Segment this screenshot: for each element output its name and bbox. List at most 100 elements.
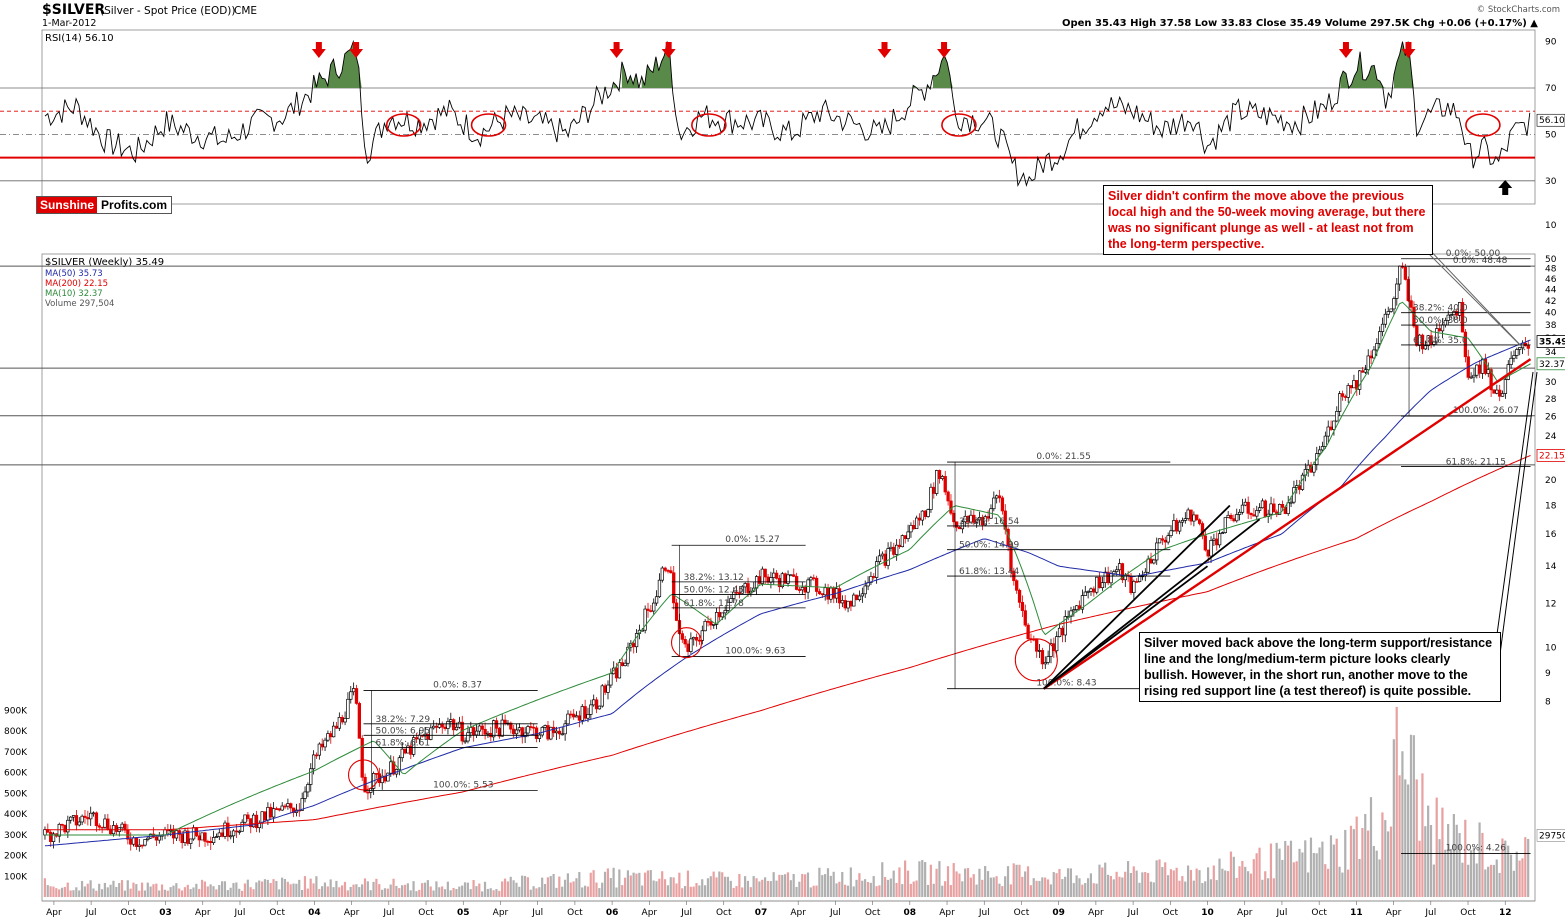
price-tick-label: 46 [1545, 275, 1557, 285]
volume-bar [1312, 852, 1315, 897]
price-candle [263, 811, 267, 821]
price-candle [154, 836, 159, 841]
volume-bar [149, 886, 152, 897]
volume-bar [1395, 706, 1398, 897]
price-candle [1495, 389, 1499, 394]
volume-bar [652, 880, 655, 897]
volume-bar [918, 861, 921, 897]
volume-bar [403, 884, 407, 897]
price-candle [1146, 558, 1150, 573]
volume-bar [1061, 879, 1064, 897]
price-candle [1240, 504, 1245, 513]
brand-part-2: Profits.com [97, 197, 172, 213]
volume-bar [592, 870, 595, 897]
fib-label-level: 61.8%: 35.0 [1413, 336, 1468, 346]
price-candle [895, 544, 899, 555]
price-candle [1346, 385, 1350, 398]
price-candle [714, 612, 719, 625]
price-candle [1017, 589, 1022, 603]
volume-bar [89, 880, 92, 897]
price-candle [574, 715, 579, 718]
price-candle [1409, 300, 1413, 308]
volume-bar [1009, 884, 1012, 897]
volume-bar [1472, 847, 1475, 897]
price-current-box [1536, 335, 1565, 348]
price-candle [549, 726, 553, 740]
price-candle [457, 721, 462, 728]
rsi-red-arrow-icon [349, 42, 364, 58]
volume-bar [878, 885, 881, 897]
price-candle [234, 830, 239, 833]
fib-label-bottom: 100.0%: 4.26 [1446, 844, 1507, 854]
volume-bar [1204, 881, 1207, 897]
price-tick-label: 20 [1545, 476, 1557, 486]
price-candle [1212, 538, 1216, 541]
fib-label-level: 50.0%: 6.95 [376, 726, 431, 736]
price-candle [243, 814, 247, 823]
volume-bar [206, 886, 209, 897]
volume-bar [1012, 863, 1015, 897]
price-candle [74, 815, 79, 826]
price-candle [1057, 627, 1062, 637]
volume-bar [1478, 822, 1481, 897]
price-candle [403, 748, 407, 754]
x-tick-label: 09 [1052, 908, 1065, 918]
volume-bar [806, 872, 810, 897]
price-candle [1280, 504, 1285, 508]
price-candle [494, 720, 499, 729]
fib-label-level: 50.0%: 14.99 [959, 541, 1020, 551]
volume-bar [478, 883, 481, 897]
price-tick-label: 48 [1545, 265, 1557, 275]
volume-bar [335, 880, 338, 897]
price-candle [317, 743, 321, 756]
price-candle [1329, 426, 1333, 430]
volume-bar [663, 879, 667, 897]
price-candle [915, 517, 919, 530]
volume-bar [629, 875, 632, 897]
price-candle [829, 587, 833, 600]
price-candle [94, 812, 99, 827]
price-candle [266, 806, 270, 821]
price-candle [434, 725, 439, 728]
price-tick-label: 40 [1545, 309, 1557, 319]
price-candle [1246, 501, 1250, 514]
volume-bar [952, 863, 955, 897]
volume-bar [906, 870, 910, 897]
price-candle [1209, 540, 1213, 557]
volume-bar [821, 875, 824, 897]
price-candle [314, 754, 319, 757]
volume-bar [1141, 872, 1144, 897]
x-tick-label: 10 [1201, 908, 1214, 918]
price-candle [663, 567, 667, 571]
price-candle [1175, 520, 1179, 532]
price-tick-label: 50 [1545, 255, 1557, 265]
price-candle [1480, 358, 1485, 374]
price-candle [1526, 345, 1530, 349]
price-candle [912, 524, 916, 530]
x-tick-label: 04 [308, 908, 321, 918]
price-candle [1040, 650, 1045, 665]
price-candle [609, 673, 613, 686]
price-candle [303, 791, 307, 799]
volume-bar [789, 880, 792, 897]
volume-bar [701, 879, 704, 897]
volume-bar [1264, 871, 1267, 897]
volume-bar [1069, 868, 1072, 897]
price-candle [875, 561, 879, 578]
volume-bar [72, 890, 75, 897]
fib-label-top: 0.0%: 48.48 [1453, 256, 1508, 266]
symbol-description: (Silver - Spot Price (EOD)) [100, 5, 236, 17]
price-candle [603, 685, 607, 693]
x-tick-label: Jul [680, 908, 692, 918]
price-candle [657, 579, 662, 598]
volume-bar [1049, 884, 1052, 897]
price-candle [86, 817, 90, 820]
volume-bar [1329, 835, 1333, 897]
volume-bar [232, 883, 235, 897]
volume-bar [415, 891, 418, 897]
price-candle [932, 486, 936, 494]
price-candle [1386, 311, 1390, 315]
volume-bar [895, 882, 898, 897]
price-candle [1363, 369, 1368, 373]
price-candle [80, 815, 84, 823]
